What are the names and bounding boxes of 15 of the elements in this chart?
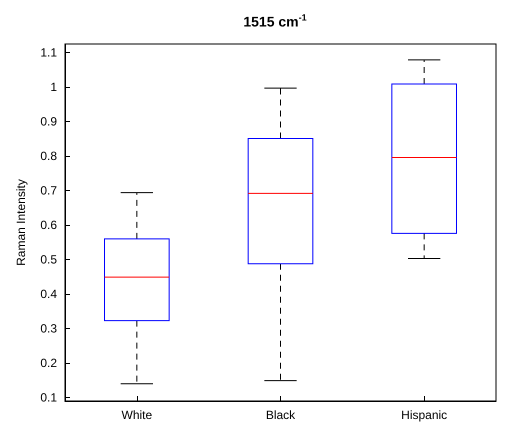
x-tick-label: White xyxy=(121,408,152,422)
y-tick-label: 0.5 xyxy=(40,252,58,267)
y-tick-label: 0.7 xyxy=(40,184,58,198)
y-tick-label: 1 xyxy=(50,80,58,94)
y-tick-label: 0.4 xyxy=(40,287,58,302)
y-tick-label: 0.3 xyxy=(40,322,58,336)
y-tick-label: 0.6 xyxy=(40,218,58,232)
y-tick-label: 0.8 xyxy=(40,149,58,164)
y-tick-label: 1.1 xyxy=(40,46,58,60)
y-tick-label: 0.1 xyxy=(40,390,58,405)
x-tick-label: Hispanic xyxy=(401,408,448,422)
x-tick-label: Black xyxy=(266,408,296,422)
y-tick-label: 0.2 xyxy=(40,356,58,370)
y-axis-title: Raman Intensity xyxy=(14,179,28,266)
y-tick-label: 0.9 xyxy=(40,114,58,129)
